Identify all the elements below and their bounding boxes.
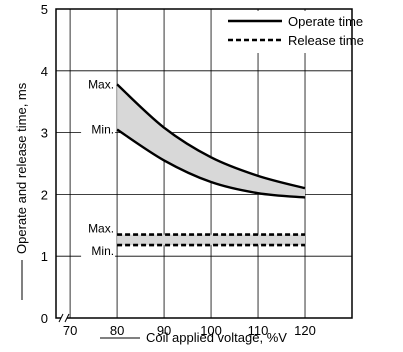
annotation-min-3: Min. xyxy=(91,244,114,258)
series-operate-time-max xyxy=(116,83,306,190)
x-axis-label-group: Coil applied voltage, %V xyxy=(100,330,287,345)
series-operate-time-min xyxy=(116,128,306,199)
x-tick-labels: 70 80 90 100 110 120 xyxy=(63,323,316,338)
shaded-bands xyxy=(117,84,306,246)
x-tick-label-100: 100 xyxy=(200,323,222,338)
y-axis-label-group: Operate and release time, ms xyxy=(14,82,29,300)
plot-frame xyxy=(55,8,353,319)
annotation-bg-2 xyxy=(81,221,116,235)
annotation-min-1: Min. xyxy=(91,123,114,137)
y-tick-label-3: 3 xyxy=(41,126,48,141)
x-axis-break xyxy=(58,313,70,323)
legend-background xyxy=(221,11,351,53)
y-tick-label-2: 2 xyxy=(41,187,48,202)
x-axis-break-slash-1 xyxy=(58,313,64,323)
y-tick-label-0: 0 xyxy=(41,311,48,326)
band-operate-time xyxy=(117,84,306,198)
y-axis-label: Operate and release time, ms xyxy=(14,82,29,254)
y-tick-label-5: 5 xyxy=(41,2,48,17)
x-tick-label-70: 70 xyxy=(63,323,77,338)
series-lines xyxy=(116,83,306,247)
x-axis-label: Coil applied voltage, %V xyxy=(146,330,287,345)
x-tick-label-110: 110 xyxy=(248,323,269,338)
legend-label-0: Operate time xyxy=(288,14,363,29)
annotation-bg-3 xyxy=(81,244,116,258)
legend-label-1: Release time xyxy=(288,33,364,48)
x-tick-label-80: 80 xyxy=(110,323,124,338)
x-tick-label-120: 120 xyxy=(294,323,316,338)
y-tick-label-1: 1 xyxy=(41,249,48,264)
x-axis-break-gap xyxy=(61,314,67,322)
y-tick-labels: 0 1 2 3 4 5 xyxy=(41,2,48,326)
annotation-max-2: Max. xyxy=(88,222,114,236)
y-tick-label-4: 4 xyxy=(41,64,48,79)
x-axis-break-slash-2 xyxy=(64,313,70,323)
annotation-bg-1 xyxy=(81,122,116,136)
annotation-bg-0 xyxy=(81,77,116,91)
legend: Operate time Release time xyxy=(221,11,364,53)
curve-annotations: Max. Min. Max. Min. xyxy=(81,77,116,258)
x-tick-label-90: 90 xyxy=(157,323,171,338)
annotation-max-0: Max. xyxy=(88,77,114,91)
band-release-time xyxy=(117,234,306,246)
